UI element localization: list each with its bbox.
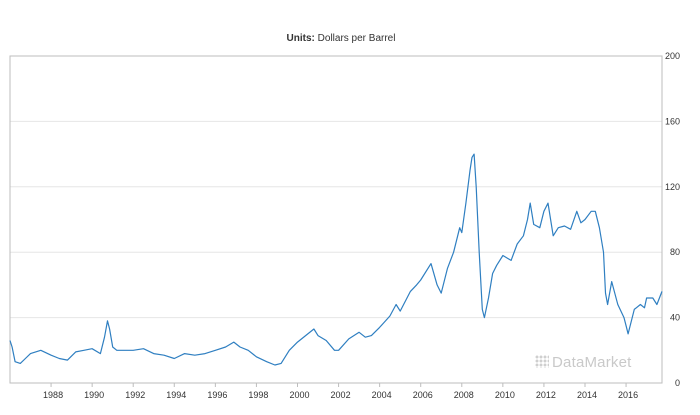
datamarket-watermark: DataMarket <box>535 354 632 371</box>
title-units-label: Units: <box>286 33 315 44</box>
y-tick-label: 120 <box>665 182 680 192</box>
x-tick-label: 2002 <box>331 390 351 400</box>
watermark-text: DataMarket <box>552 354 632 371</box>
series-line <box>9 153 663 366</box>
y-tick-label: 200 <box>665 51 680 61</box>
y-tick-label: 80 <box>670 247 680 257</box>
x-tick-label: 2016 <box>618 390 638 400</box>
chart-title: Units: Dollars per Barrel <box>0 33 682 44</box>
x-tick-label: 2014 <box>577 390 597 400</box>
x-tick-label: 2000 <box>289 390 309 400</box>
x-tick-label: 1988 <box>43 390 63 400</box>
plot-frame <box>9 55 663 384</box>
x-tick-label: 1994 <box>166 390 186 400</box>
x-tick-label: 1990 <box>84 390 104 400</box>
y-tick-label: 0 <box>675 378 680 388</box>
x-tick-label: 2012 <box>536 390 556 400</box>
title-units-value: Dollars per Barrel <box>317 33 396 44</box>
y-tick-label: 160 <box>665 116 680 126</box>
y-axis: 0 40 80 120 160 200 <box>665 51 680 388</box>
x-tick-label: 2008 <box>454 390 474 400</box>
x-tick-label: 2004 <box>372 390 392 400</box>
x-tick-label: 2006 <box>413 390 433 400</box>
x-tick-label: 2010 <box>495 390 515 400</box>
x-axis: 1988 1990 1992 1994 1996 1998 2000 2002 2004 2006… <box>43 383 638 400</box>
datamarket-logo-icon <box>535 355 549 368</box>
x-tick-label: 1998 <box>248 390 268 400</box>
gridlines <box>10 120 662 319</box>
x-tick-label: 1996 <box>207 390 227 400</box>
y-tick-label: 40 <box>670 313 680 323</box>
x-tick-label: 1992 <box>125 390 145 400</box>
